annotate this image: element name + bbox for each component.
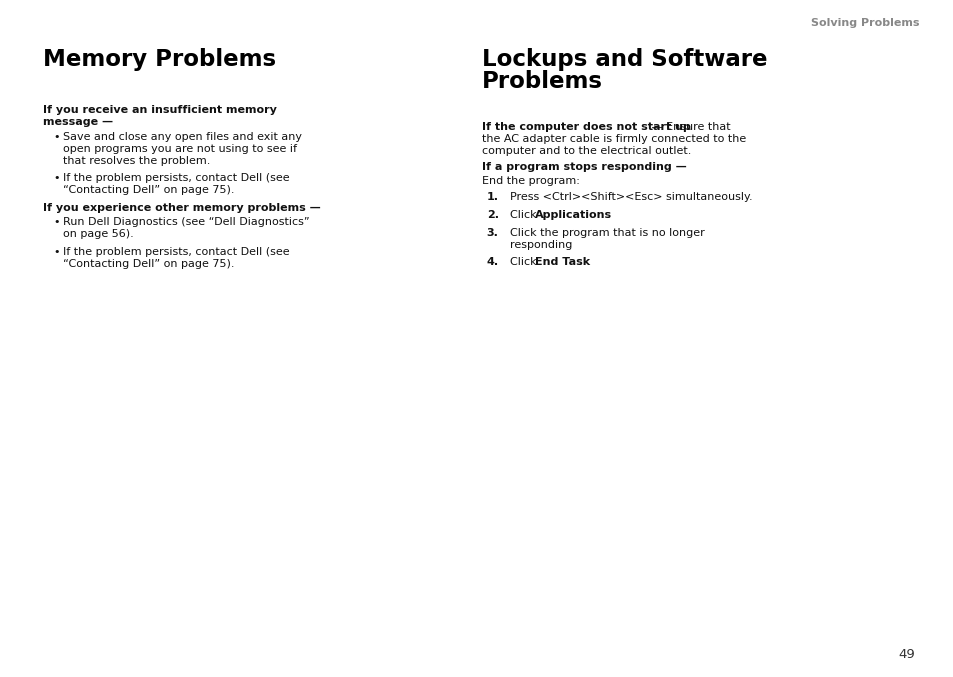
Text: Press <Ctrl><Shift><Esc> simultaneously.: Press <Ctrl><Shift><Esc> simultaneously. [509,192,752,202]
Text: .: . [578,257,582,267]
Text: 2.: 2. [486,210,498,220]
Text: •: • [52,247,59,257]
Text: message —: message — [43,117,113,127]
Text: 1.: 1. [486,192,498,202]
Text: 4.: 4. [486,257,498,267]
Text: on page 56).: on page 56). [63,230,133,240]
Text: Solving Problems: Solving Problems [811,18,919,28]
Text: Click: Click [509,210,539,220]
Text: Problems: Problems [481,70,602,93]
Text: “Contacting Dell” on page 75).: “Contacting Dell” on page 75). [63,185,234,196]
Text: If you experience other memory problems —: If you experience other memory problems … [43,203,320,213]
Text: •: • [52,217,59,227]
Text: — Ensure that: — Ensure that [648,122,730,132]
Text: 3.: 3. [486,227,498,238]
Text: •: • [52,173,59,183]
Text: End Task: End Task [535,257,590,267]
Text: open programs you are not using to see if: open programs you are not using to see i… [63,144,296,154]
Text: Run Dell Diagnostics (see “Dell Diagnostics”: Run Dell Diagnostics (see “Dell Diagnost… [63,217,309,227]
Text: End the program:: End the program: [481,177,579,186]
Text: Lockups and Software: Lockups and Software [481,48,766,71]
Text: that resolves the problem.: that resolves the problem. [63,156,210,166]
Text: computer and to the electrical outlet.: computer and to the electrical outlet. [481,146,690,156]
Text: the AC adapter cable is firmly connected to the: the AC adapter cable is firmly connected… [481,134,745,144]
Text: •: • [52,132,59,141]
Text: Applications: Applications [535,210,612,220]
Text: If you receive an insufficient memory: If you receive an insufficient memory [43,105,276,115]
Text: If a program stops responding —: If a program stops responding — [481,162,686,172]
Text: Memory Problems: Memory Problems [43,48,275,71]
Text: 49: 49 [898,648,914,661]
Text: “Contacting Dell” on page 75).: “Contacting Dell” on page 75). [63,259,234,269]
Text: If the problem persists, contact Dell (see: If the problem persists, contact Dell (s… [63,247,290,257]
Text: Save and close any open files and exit any: Save and close any open files and exit a… [63,132,301,141]
Text: .: . [606,210,610,220]
Text: Click the program that is no longer: Click the program that is no longer [509,227,703,238]
Text: responding: responding [509,240,572,250]
Text: If the computer does not start up: If the computer does not start up [481,122,690,132]
Text: Click: Click [509,257,539,267]
Text: If the problem persists, contact Dell (see: If the problem persists, contact Dell (s… [63,173,290,183]
